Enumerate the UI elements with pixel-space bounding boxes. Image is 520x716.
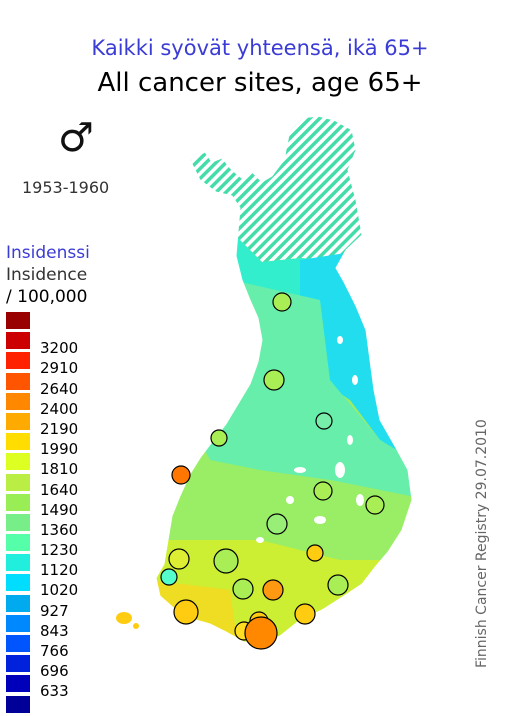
legend-row: 1810 (6, 453, 106, 477)
municipality-marker (160, 568, 178, 586)
legend-swatch (6, 655, 30, 673)
legend-label: 3200 (40, 339, 79, 358)
legend-swatch (6, 372, 30, 390)
legend-label: 1230 (40, 541, 79, 560)
credit-text: Finnish Cancer Registry 29.07.2010 (474, 419, 490, 668)
legend-swatch (6, 392, 30, 410)
legend-row: 1990 (6, 433, 106, 457)
municipality-marker (244, 616, 278, 650)
legend-label: 1810 (40, 460, 79, 479)
legend-swatch (6, 614, 30, 632)
municipality-marker (315, 412, 333, 430)
legend-label: 2190 (40, 419, 79, 438)
legend-label: 2400 (40, 399, 79, 418)
legend-label: 766 (40, 642, 69, 660)
municipality-markers (160, 292, 385, 650)
legend-title-english: Insidence (6, 265, 88, 285)
municipality-marker (213, 548, 239, 574)
legend-swatch (6, 554, 30, 572)
legend-label: 843 (40, 621, 69, 640)
islands (116, 612, 139, 629)
color-legend: 3200 2910 2640 2400 2190 1990 1810 1640 1490 1360… (6, 312, 106, 716)
legend-label: 1490 (40, 500, 79, 519)
legend-swatch (6, 635, 30, 652)
legend-row: 2910 (6, 352, 106, 376)
legend-swatch (6, 594, 30, 612)
legend-swatch (6, 513, 30, 531)
municipality-marker (168, 548, 190, 570)
legend-label: 2910 (40, 359, 79, 378)
legend-row: 1230 (6, 534, 106, 558)
legend-swatch (6, 332, 30, 350)
municipality-marker (306, 544, 324, 562)
legend-label: 1360 (40, 520, 79, 539)
legend-row: 2400 (6, 392, 106, 416)
legend-swatch (6, 675, 30, 693)
legend-row: 2640 (6, 372, 106, 396)
municipality-marker (173, 599, 199, 625)
legend-row: 3200 (6, 332, 106, 356)
legend-row: 633 (6, 675, 106, 699)
legend-label: 1020 (40, 581, 79, 600)
title-english: All cancer sites, age 65+ (97, 68, 423, 98)
legend-row: 1360 (6, 513, 106, 537)
municipality-marker (266, 513, 288, 535)
title-finnish: Kaikki syövät yhteensä, ikä 65+ (91, 36, 429, 60)
legend-swatch (6, 412, 30, 430)
legend-row: 2190 (6, 412, 106, 436)
legend-row: 1490 (6, 493, 106, 517)
legend-swatch (6, 352, 30, 370)
legend-swatch (6, 534, 30, 552)
municipality-marker (272, 292, 292, 312)
legend-label: 2640 (40, 379, 79, 398)
legend-label: 633 (40, 682, 69, 701)
legend-row: 843 (6, 614, 106, 638)
legend-label: 1990 (40, 440, 79, 459)
municipality-marker (210, 429, 228, 447)
legend-row (6, 312, 106, 332)
legend-label: 927 (40, 601, 69, 620)
legend-swatch (6, 574, 30, 592)
legend-swatch (6, 312, 30, 329)
legend-row: 1020 (6, 574, 106, 598)
legend-row: 927 (6, 594, 106, 618)
municipality-marker (171, 465, 191, 485)
map-regions (156, 116, 412, 644)
period-label: 1953-1960 (22, 178, 110, 197)
municipality-marker (365, 495, 385, 515)
legend-row: 1640 (6, 473, 106, 497)
municipality-marker (232, 578, 254, 600)
municipality-marker (263, 369, 285, 391)
legend-unit: / 100,000 (6, 287, 88, 307)
legend-swatch (6, 433, 30, 451)
municipality-marker (262, 579, 284, 601)
legend-swatch (6, 453, 30, 471)
legend-label: 696 (40, 662, 69, 681)
male-symbol-icon: ♂ (58, 115, 94, 161)
municipality-marker (313, 481, 333, 501)
legend-row: 696 (6, 655, 106, 679)
municipality-marker (294, 603, 316, 625)
legend-swatch (6, 473, 30, 491)
legend-label: 1640 (40, 480, 79, 499)
legend-row: 766 (6, 635, 106, 659)
legend-label: 1120 (40, 561, 79, 580)
legend-swatch (6, 493, 30, 511)
country-outline (155, 115, 413, 645)
legend-title-finnish: Insidenssi (6, 243, 90, 263)
finland-map (116, 115, 413, 650)
legend-row: 1120 (6, 554, 106, 578)
municipality-marker (327, 574, 349, 596)
